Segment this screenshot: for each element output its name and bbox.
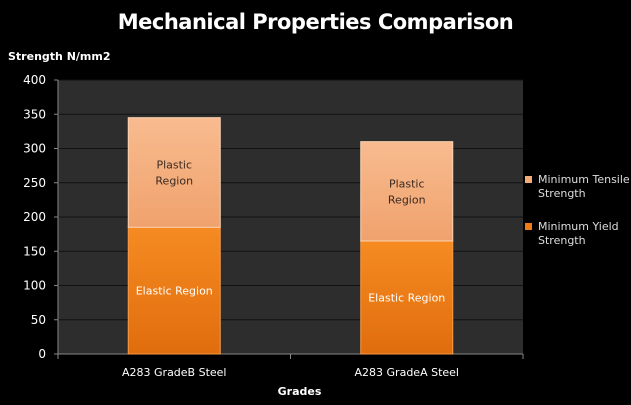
bar-segment-minimum-yield-strength: [127, 226, 221, 355]
legend-item-yield: Minimum Yield Strength: [525, 220, 631, 248]
y-tick-label: 300: [23, 142, 46, 156]
y-tick-label: 0: [38, 347, 46, 361]
x-axis-label: Grades: [277, 385, 322, 398]
segment-label: Plastic: [156, 158, 192, 171]
x-tick-label: A283 GradeA Steel: [355, 366, 459, 379]
legend: Minimum Tensile Strength Minimum Yield S…: [525, 173, 631, 267]
y-tick-label: 50: [31, 313, 46, 327]
segment-label: Elastic Region: [368, 291, 445, 304]
bar-segment-minimum-tensile-strength: [360, 141, 454, 242]
legend-swatch-yield: [525, 223, 532, 230]
y-tick-label: 250: [23, 176, 46, 190]
legend-label-yield: Minimum Yield Strength: [538, 220, 619, 247]
y-tick-label: 350: [23, 107, 46, 121]
legend-item-tensile: Minimum Tensile Strength: [525, 173, 631, 201]
y-tick-label: 150: [23, 244, 46, 258]
y-axis-label: Strength N/mm2: [8, 50, 111, 63]
bar-segment-minimum-yield-strength: [360, 240, 454, 355]
legend-swatch-tensile: [525, 176, 532, 183]
segment-label: Region: [155, 174, 193, 187]
segment-label: Region: [388, 193, 426, 206]
bar-segment-minimum-tensile-strength: [127, 117, 221, 228]
y-tick-label: 200: [23, 210, 46, 224]
segment-label: Elastic Region: [136, 285, 213, 298]
y-tick-label: 100: [23, 279, 46, 293]
y-tick-label: 400: [23, 73, 46, 87]
segment-label: Plastic: [389, 177, 425, 190]
legend-label-tensile: Minimum Tensile Strength: [538, 173, 630, 200]
x-tick-label: A283 GradeB Steel: [122, 366, 226, 379]
chart-title: Mechanical Properties Comparison: [117, 10, 514, 34]
